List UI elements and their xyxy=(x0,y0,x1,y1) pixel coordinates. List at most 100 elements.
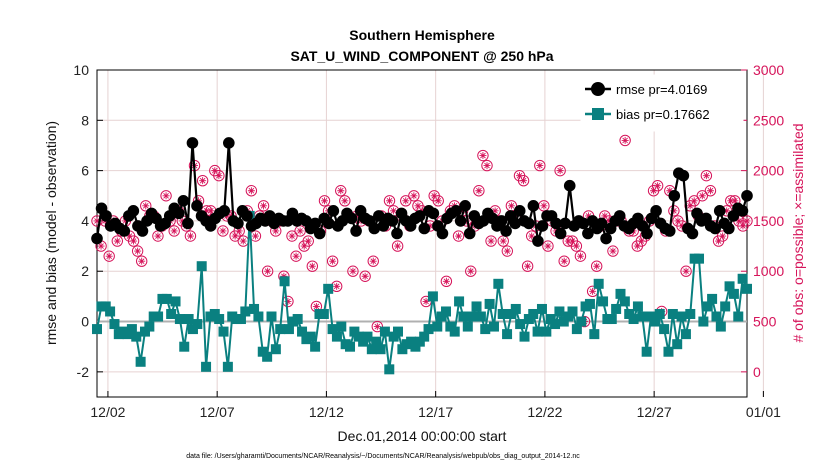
obs-assimilated-mark xyxy=(682,267,690,275)
obs-assimilated-mark xyxy=(674,217,682,225)
bias-point xyxy=(654,308,665,319)
x-tick-label: 12/17 xyxy=(418,404,453,420)
obs-assimilated-mark xyxy=(292,252,300,260)
rmse-point xyxy=(641,227,653,240)
rmse-point xyxy=(186,137,199,149)
bias-point xyxy=(532,326,543,337)
rmse-point xyxy=(191,200,203,212)
obs-assimilated-mark xyxy=(593,262,601,270)
obs-assimilated-mark xyxy=(739,222,747,230)
obs-assimilated-mark xyxy=(207,207,215,215)
rmse-point xyxy=(582,227,594,240)
rmse-point xyxy=(418,222,431,235)
bias-point xyxy=(589,329,600,340)
obs-possible-circle xyxy=(217,225,229,237)
bias-point xyxy=(406,336,417,347)
rmse-point xyxy=(323,217,335,230)
obs-assimilated-mark xyxy=(215,172,223,180)
obs-assimilated-mark xyxy=(678,222,686,230)
obs-assimilated-mark xyxy=(633,242,641,250)
obs-possible-circle xyxy=(257,200,270,212)
obs-point xyxy=(688,195,700,207)
rmse-point xyxy=(136,225,149,237)
obs-assimilated-mark xyxy=(170,227,178,235)
rmse-point xyxy=(173,207,185,220)
obs-possible-circle xyxy=(196,174,209,187)
obs-point xyxy=(152,230,164,242)
bias-point xyxy=(685,308,696,319)
obs-assimilated-mark xyxy=(138,257,146,265)
bias-point xyxy=(183,314,194,325)
bias-point xyxy=(593,278,604,289)
bias-point xyxy=(672,339,683,350)
bias-point xyxy=(345,341,356,352)
bias-point xyxy=(270,344,281,355)
bias-point xyxy=(375,344,386,355)
bias-point xyxy=(266,311,277,322)
bias-point xyxy=(362,331,373,342)
obs-point xyxy=(538,200,550,212)
legend: rmse pr=4.0169 bias pr=0.17662 xyxy=(580,74,744,132)
rmse-point xyxy=(509,217,521,230)
obs-assimilated-mark xyxy=(686,202,694,210)
obs-assimilated-mark xyxy=(251,232,259,240)
bias-point xyxy=(427,291,438,302)
obs-assimilated-mark xyxy=(105,252,113,260)
rmse-point xyxy=(459,200,471,212)
obs-point xyxy=(245,185,258,197)
obs-point xyxy=(213,169,225,182)
obs-possible-circle xyxy=(485,235,497,247)
obs-assimilated-mark xyxy=(585,212,593,220)
obs-point xyxy=(367,255,379,267)
obs-assimilated-mark xyxy=(361,272,369,280)
obs-assimilated-mark xyxy=(544,242,552,250)
obs-assimilated-mark xyxy=(414,202,422,210)
obs-assimilated-mark xyxy=(637,237,645,245)
obs-point xyxy=(716,230,729,242)
obs-assimilated-mark xyxy=(239,237,247,245)
obs-point xyxy=(294,225,306,237)
obs-assimilated-mark xyxy=(670,207,678,215)
bias-point xyxy=(109,319,120,330)
obs-assimilated-mark xyxy=(410,192,418,200)
bias-point xyxy=(397,344,408,355)
bias-point xyxy=(170,296,181,307)
obs-possible-circle xyxy=(465,265,477,277)
bias-point xyxy=(737,273,748,284)
obs-assimilated-mark xyxy=(479,152,487,160)
obs-possible-circle xyxy=(371,320,384,333)
bias-point xyxy=(510,303,521,314)
obs-possible-circle xyxy=(168,225,180,237)
bias-point xyxy=(598,296,609,307)
bias-point xyxy=(523,314,534,325)
x-tick-label: 12/02 xyxy=(90,404,125,420)
obs-assimilated-mark xyxy=(507,202,515,210)
obs-assimilated-mark xyxy=(280,272,288,280)
obs-possible-circle xyxy=(716,230,729,242)
obs-point xyxy=(217,225,229,237)
obs-assimilated-mark xyxy=(113,237,121,245)
obs-assimilated-mark xyxy=(650,187,658,195)
bias-point xyxy=(257,346,268,357)
obs-possible-circle xyxy=(302,235,314,247)
obs-possible-circle xyxy=(318,195,331,207)
obs-possible-circle xyxy=(261,265,274,277)
obs-assimilated-mark xyxy=(186,232,194,240)
bias-point xyxy=(235,314,246,325)
y-right-tick-label: 3000 xyxy=(753,62,784,78)
bias-point xyxy=(715,321,726,332)
obs-point xyxy=(237,235,249,247)
obs-possible-circle xyxy=(213,169,225,182)
obs-possible-circle xyxy=(131,245,144,257)
obs-assimilated-mark xyxy=(260,202,268,210)
obs-point xyxy=(140,200,152,212)
obs-point xyxy=(590,260,603,272)
rmse-point xyxy=(223,137,235,149)
bias-point xyxy=(720,301,731,312)
obs-point xyxy=(326,255,339,267)
obs-assimilated-mark xyxy=(564,237,572,245)
bias-point xyxy=(611,303,622,314)
obs-point xyxy=(696,190,709,202)
rmse-point xyxy=(741,189,753,202)
obs-assimilated-mark xyxy=(312,302,320,310)
